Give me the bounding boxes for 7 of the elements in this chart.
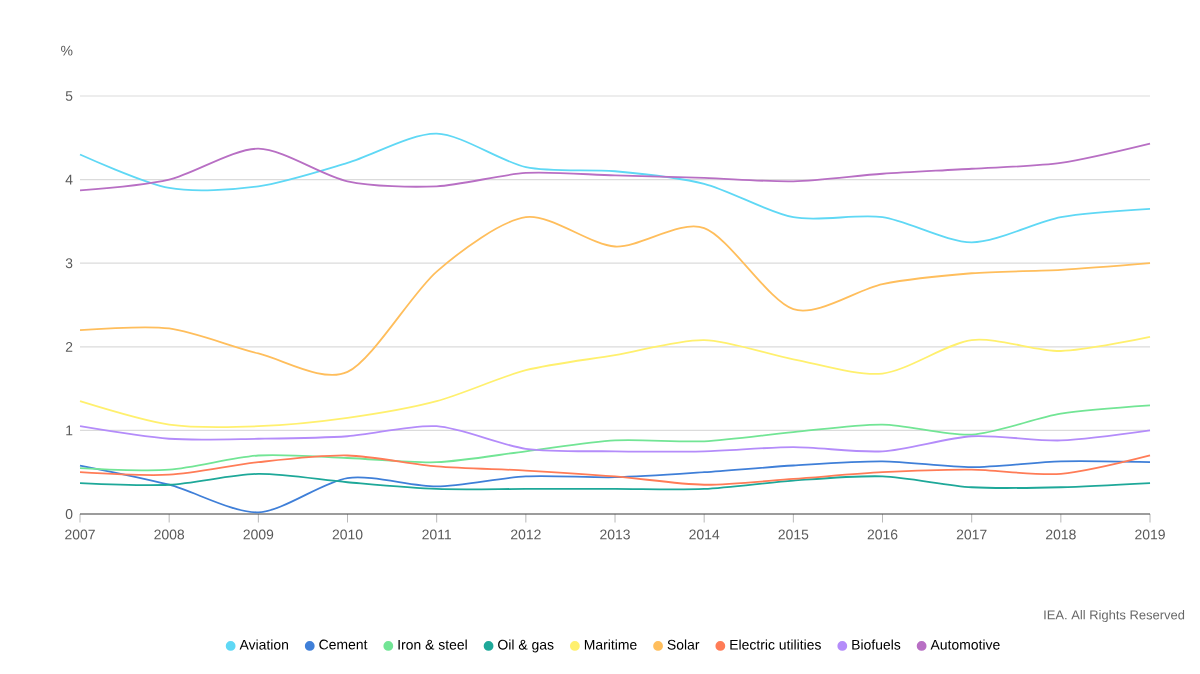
line-series — [79, 472, 1151, 491]
line-series — [79, 142, 1151, 192]
line-series — [79, 132, 1151, 244]
line-series — [79, 454, 1151, 486]
line-series — [79, 425, 1151, 453]
line-series — [79, 335, 1151, 428]
line-series — [79, 404, 1151, 472]
